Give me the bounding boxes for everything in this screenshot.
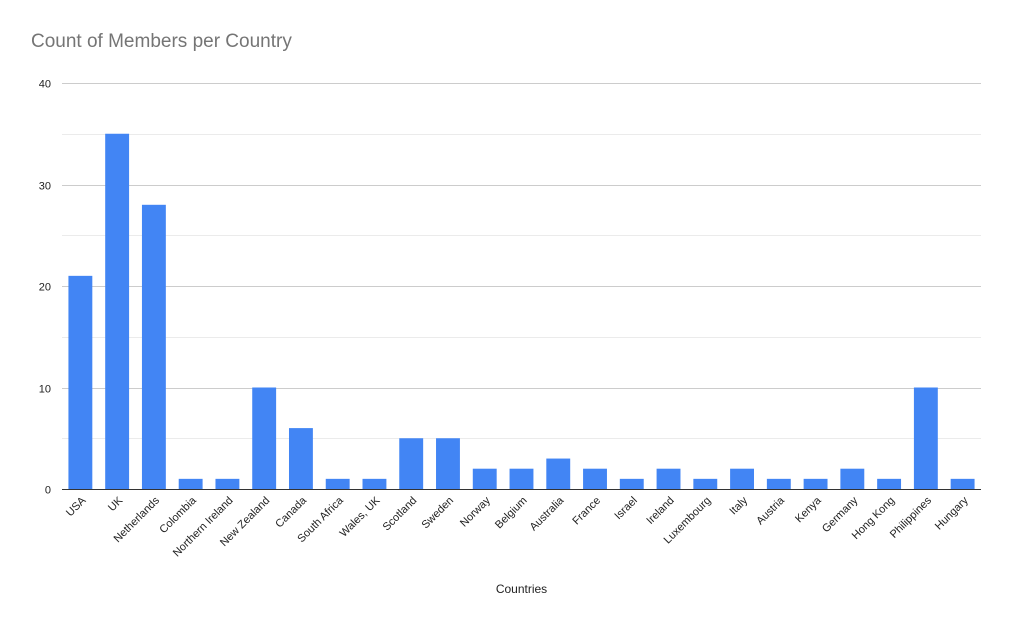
x-axis-title: Countries (496, 582, 547, 596)
x-tick-label: Hungary (933, 494, 971, 532)
chart-title: Count of Members per Country (31, 31, 292, 52)
bar (913, 387, 938, 489)
bar (583, 468, 607, 489)
x-tick-label: Norway (458, 494, 493, 529)
bar (399, 438, 424, 489)
x-tick-label: Israel (612, 495, 640, 523)
bar (252, 387, 277, 489)
x-tick-label: USA (64, 494, 89, 519)
bar (619, 478, 644, 489)
y-tick-label: 30 (39, 181, 51, 193)
bar (362, 478, 387, 489)
bar (840, 468, 865, 489)
bar (730, 468, 754, 489)
y-tick-label: 0 (45, 485, 51, 497)
bar (877, 478, 902, 489)
x-tick-label: UK (106, 494, 126, 514)
y-tick-label: 40 (39, 79, 51, 91)
x-tick-label: Kenya (793, 494, 824, 525)
y-tick-label: 20 (39, 282, 51, 294)
bar (215, 478, 240, 489)
bar (288, 428, 313, 489)
bar (472, 468, 497, 489)
bar (141, 204, 166, 490)
bar (656, 468, 681, 489)
bar (693, 478, 718, 489)
bar (436, 438, 460, 489)
x-tick-label: Italy (727, 494, 750, 517)
bar (68, 275, 93, 489)
x-tick-label: Ireland (644, 495, 676, 527)
x-tick-label: Austria (754, 494, 787, 527)
bar (509, 468, 534, 489)
bar (950, 478, 975, 489)
x-tick-label: Wales, UK (338, 494, 383, 539)
x-tick-label: Canada (273, 494, 309, 530)
x-tick-label: Belgium (493, 495, 530, 532)
y-tick-label: 10 (39, 384, 51, 396)
bar (766, 478, 791, 489)
bar (178, 478, 203, 489)
bar (546, 458, 571, 489)
x-tick-label: Sweden (419, 495, 456, 532)
bar (325, 478, 350, 489)
x-tick-label: Scotland (381, 495, 420, 534)
bar (105, 133, 130, 489)
bar (803, 478, 828, 489)
x-tick-label: France (570, 495, 603, 528)
x-tick-label: Australia (528, 494, 567, 533)
